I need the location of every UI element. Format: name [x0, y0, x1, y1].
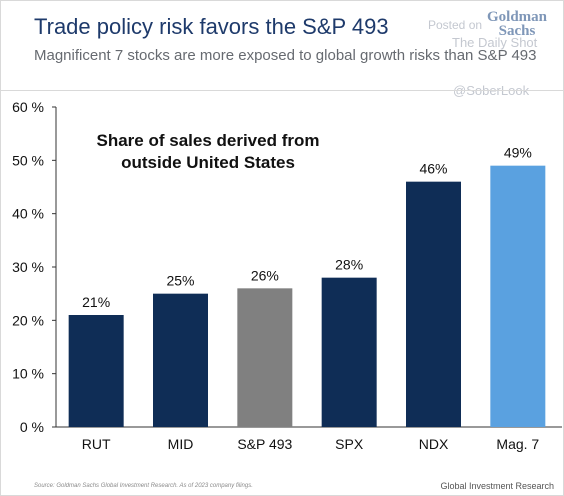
y-tick-label: 20 %: [12, 312, 44, 328]
bar: [406, 181, 461, 427]
x-tick-label: Mag. 7: [496, 436, 539, 452]
y-tick-label: 0 %: [20, 419, 44, 435]
bar-value-label: 26%: [251, 267, 279, 283]
bar: [321, 277, 377, 427]
chart-title-line: Share of sales derived from: [97, 131, 320, 150]
header-divider: [0, 90, 564, 91]
bar-value-label: 21%: [82, 294, 110, 310]
footer-brand: Global Investment Research: [440, 481, 554, 491]
y-tick-label: 50 %: [12, 152, 44, 168]
y-tick-label: 10 %: [12, 366, 44, 382]
source-note: Source: Goldman Sachs Global Investment …: [34, 483, 253, 489]
brand-logo: Goldman Sachs: [482, 9, 552, 39]
x-tick-label: S&P 493: [237, 436, 292, 452]
watermark-source: The Daily Shot: [452, 35, 538, 50]
bar-value-label: 28%: [335, 257, 363, 273]
x-tick-label: SPX: [335, 436, 364, 452]
bar: [153, 293, 208, 427]
bar-value-label: 25%: [166, 273, 194, 289]
page-subtitle: Magnificent 7 stocks are more exposed to…: [34, 47, 537, 64]
bar-value-label: 46%: [419, 161, 447, 177]
brand-line-2: Sachs: [498, 23, 536, 39]
x-tick-label: NDX: [419, 436, 449, 452]
chart-title-line: outside United States: [121, 153, 295, 172]
y-tick-label: 40 %: [12, 206, 44, 222]
x-tick-label: RUT: [82, 436, 111, 452]
bar: [68, 315, 124, 427]
y-tick-label: 60 %: [12, 99, 44, 115]
bar-value-label: 49%: [504, 145, 532, 161]
y-tick-label: 30 %: [12, 259, 44, 275]
bar-chart: 0 % 10 % 20 % 30 % 40 % 50 % 60 % Share of sale…: [12, 99, 562, 452]
bar: [237, 288, 293, 427]
watermark-posted-on: Posted on: [428, 18, 483, 32]
bar: [490, 165, 546, 427]
x-tick-label: MID: [168, 436, 194, 452]
page-title: Trade policy risk favors the S&P 493: [34, 14, 389, 39]
brand-line-1: Goldman: [486, 9, 547, 25]
